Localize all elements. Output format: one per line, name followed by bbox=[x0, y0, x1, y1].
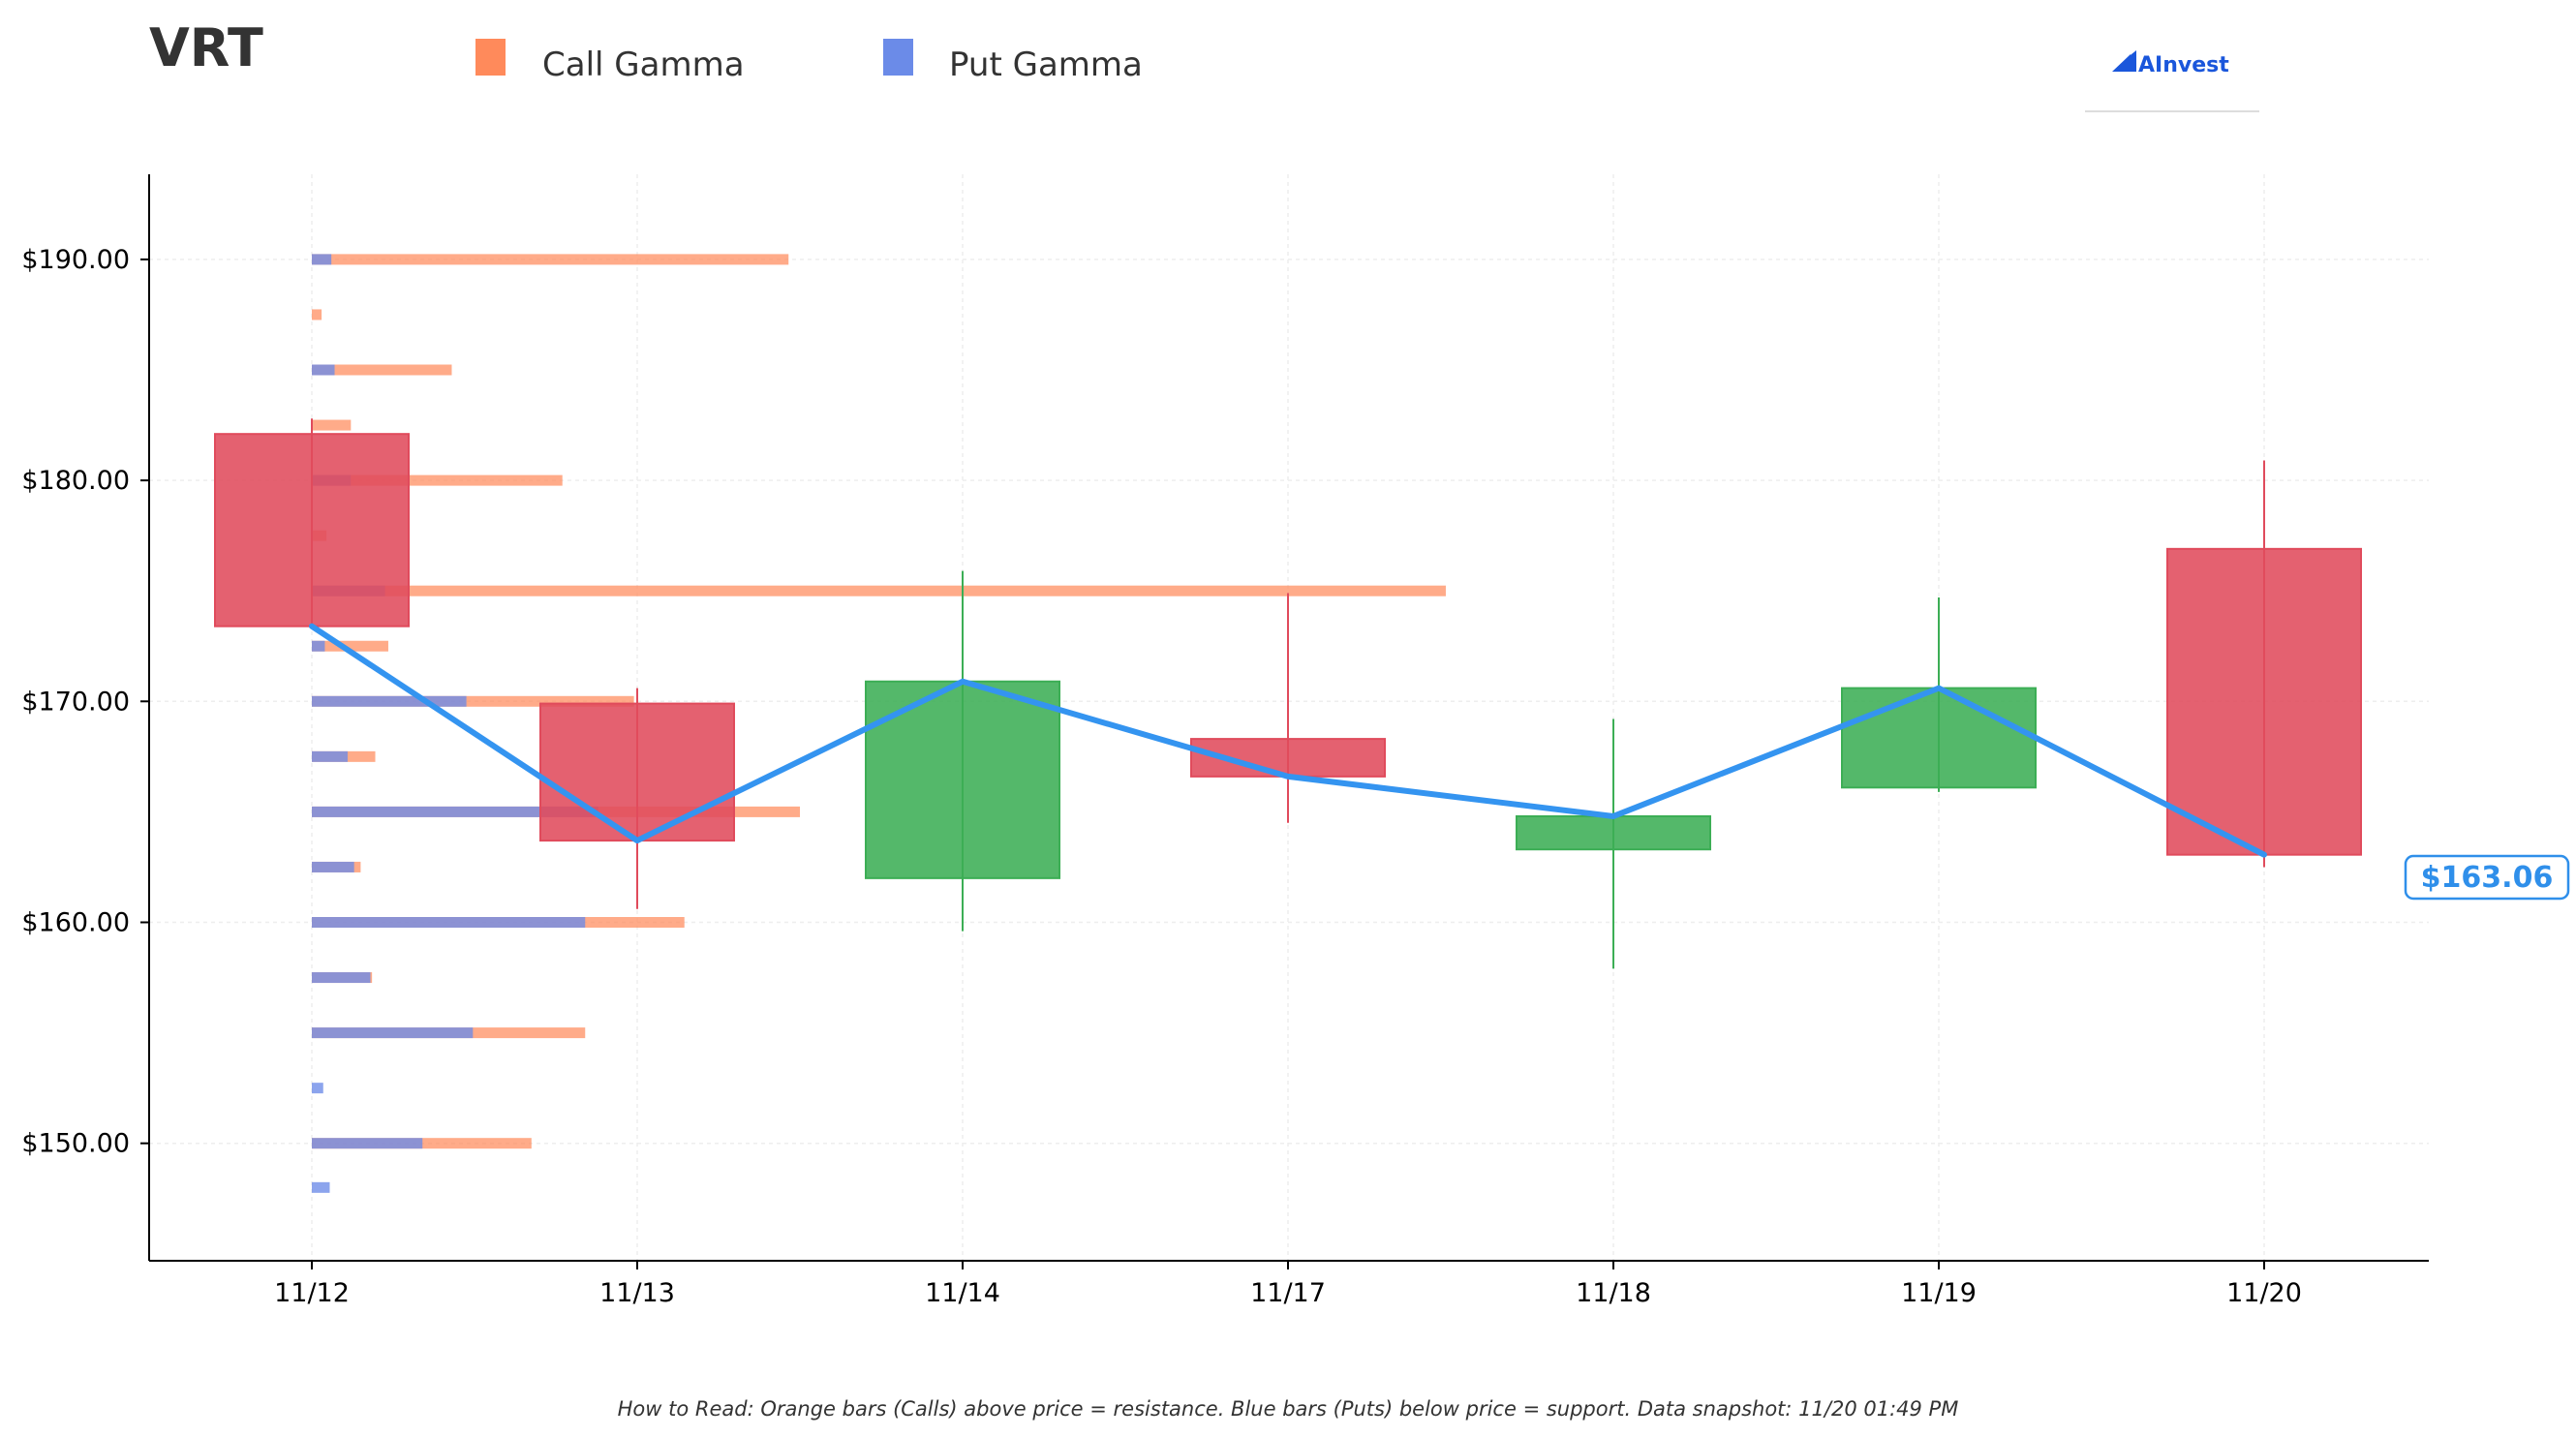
put-gamma-bar-10 bbox=[312, 806, 598, 817]
last-price-tag: $163.06 bbox=[2404, 854, 2570, 901]
y-tick-label-0: $150.00 bbox=[21, 1129, 130, 1159]
put-gamma-bar-17 bbox=[312, 1181, 330, 1193]
last-price-label: $163.06 bbox=[2421, 861, 2554, 895]
brand-logo-icon bbox=[2112, 50, 2136, 72]
put-gamma-bar-2 bbox=[312, 364, 335, 376]
call-gamma-bar-4 bbox=[312, 474, 563, 486]
candle-body-2 bbox=[865, 680, 1060, 879]
close-price-line bbox=[309, 623, 2267, 858]
put-gamma-bar-8 bbox=[312, 695, 467, 707]
legend-label-put: Put Gamma bbox=[949, 46, 1143, 84]
x-tick-label-3: 11/17 bbox=[1250, 1278, 1326, 1308]
x-tick-label-2: 11/14 bbox=[925, 1278, 1000, 1308]
candle-body-5 bbox=[1841, 687, 2037, 789]
put-gamma-bar-0 bbox=[312, 254, 332, 265]
put-gamma-bar-16 bbox=[312, 1138, 423, 1149]
put-gamma-bar-7 bbox=[312, 640, 325, 652]
call-gamma-bar-3 bbox=[312, 419, 352, 431]
x-tick-label-0: 11/12 bbox=[274, 1278, 350, 1308]
candle-body-4 bbox=[1516, 814, 1711, 851]
put-gamma-bar-11 bbox=[312, 861, 354, 872]
legend-swatch-call bbox=[475, 39, 506, 76]
close-line bbox=[309, 623, 2267, 858]
y-tick-label-3: $180.00 bbox=[21, 466, 130, 496]
candle-body-6 bbox=[2166, 547, 2362, 856]
brand-logo-text: AInvest bbox=[2138, 53, 2229, 77]
footnote: How to Read: Orange bars (Calls) above p… bbox=[618, 1397, 1959, 1421]
y-tick-label-2: $170.00 bbox=[21, 687, 130, 717]
put-gamma-bar-14 bbox=[312, 1027, 474, 1039]
call-gamma-bar-0 bbox=[312, 254, 789, 265]
legend-label-call: Call Gamma bbox=[542, 46, 745, 84]
put-gamma-bar-12 bbox=[312, 917, 586, 928]
call-gamma-bar-7 bbox=[312, 640, 388, 652]
call-gamma-bar-8 bbox=[312, 695, 634, 707]
candle-body-0 bbox=[214, 433, 410, 627]
candle-body-1 bbox=[539, 702, 735, 842]
call-gamma-bar-6 bbox=[312, 585, 1446, 596]
ticks: $150.00 $160.00 $170.00 $180.00 $190.00 11/12… bbox=[21, 245, 2302, 1308]
legend: Call Gamma Put Gamma bbox=[475, 39, 1143, 84]
chart-title: VRT bbox=[149, 17, 263, 78]
y-tick-label-4: $190.00 bbox=[21, 245, 130, 275]
brand-logo: AInvest bbox=[2085, 50, 2259, 112]
x-tick-label-5: 11/19 bbox=[1901, 1278, 1977, 1308]
last-price-box bbox=[2404, 854, 2570, 901]
legend-swatch-put bbox=[883, 39, 913, 76]
call-gamma-bar-2 bbox=[312, 364, 452, 376]
y-tick-label-1: $160.00 bbox=[21, 908, 130, 938]
x-tick-label-4: 11/18 bbox=[1576, 1278, 1651, 1308]
candles bbox=[214, 418, 2362, 969]
x-tick-label-6: 11/20 bbox=[2226, 1278, 2302, 1308]
put-gamma-bar-13 bbox=[312, 972, 371, 984]
put-gamma-bar-15 bbox=[312, 1083, 323, 1094]
x-tick-label-1: 11/13 bbox=[599, 1278, 675, 1308]
call-gamma-bar-1 bbox=[312, 309, 322, 321]
put-gamma-bar-9 bbox=[312, 750, 348, 762]
